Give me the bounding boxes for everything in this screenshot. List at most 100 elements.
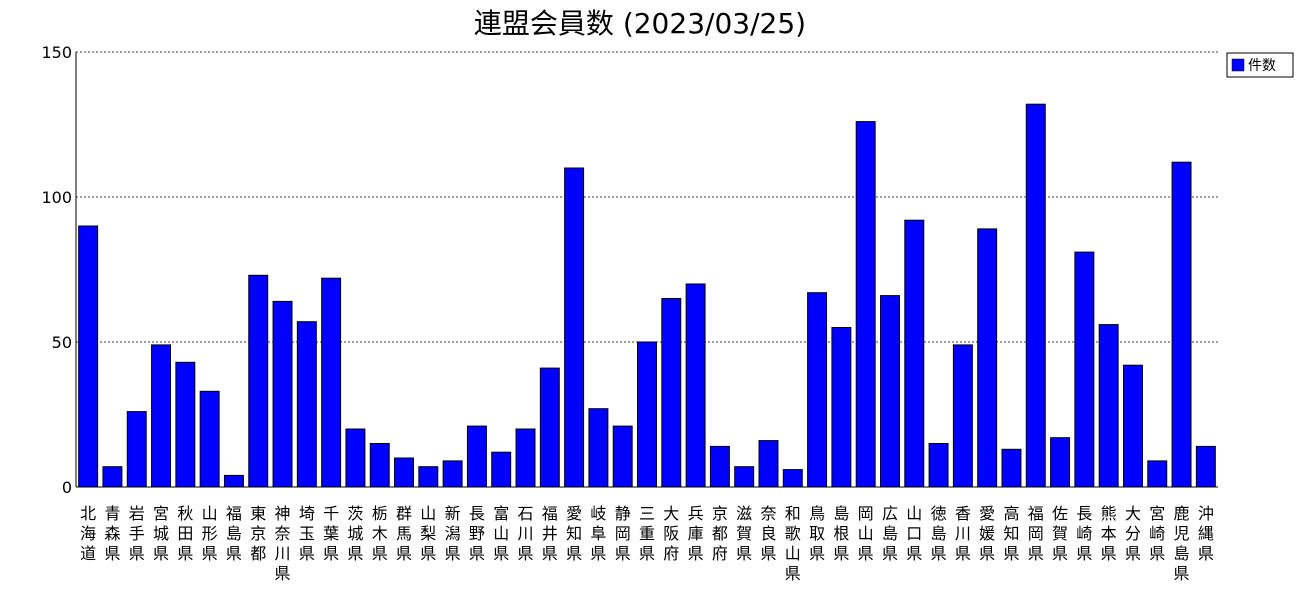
x-tick-label: 京都府 — [712, 504, 728, 563]
legend-label: 件数 — [1248, 58, 1276, 74]
bar — [734, 466, 755, 488]
bar — [126, 411, 147, 488]
y-tick-label: 50 — [52, 333, 72, 352]
bar — [1195, 445, 1216, 488]
bar — [223, 474, 244, 488]
bar — [1122, 364, 1143, 488]
x-tick-label: 山形県 — [202, 504, 218, 563]
x-tick-label: 岡山県 — [858, 504, 874, 563]
x-tick-label: 滋賀県 — [736, 504, 752, 563]
bar — [151, 344, 172, 488]
y-tick-label: 0 — [62, 478, 72, 497]
bar — [1171, 161, 1192, 488]
bar — [1074, 251, 1095, 488]
bar — [880, 295, 900, 488]
bar — [515, 428, 536, 488]
bar — [612, 425, 633, 488]
x-tick-label: 大分県 — [1125, 504, 1141, 563]
x-tick-label: 鳥取県 — [809, 504, 825, 563]
bar — [928, 443, 949, 488]
bar — [394, 457, 414, 488]
bar — [685, 283, 706, 488]
x-tick-label: 香川県 — [955, 504, 971, 563]
bar — [831, 327, 852, 488]
x-tick-label: 茨城県 — [347, 504, 363, 563]
bar — [442, 460, 463, 488]
bar — [199, 390, 220, 488]
x-tick-label: 岩手県 — [129, 504, 145, 563]
x-tick-label: 島根県 — [833, 504, 849, 563]
bar — [296, 321, 317, 488]
x-tick-label: 熊本県 — [1101, 504, 1117, 563]
x-tick-labels: 北海道青森県岩手県宮城県秋田県山形県福島県東京都神奈川県埼玉県千葉県茨城県栃木県… — [80, 504, 1214, 583]
bar — [491, 451, 512, 488]
x-tick-label: 青森県 — [104, 504, 120, 563]
x-tick-label: 新潟県 — [445, 504, 461, 563]
x-tick-label: 宮城県 — [153, 504, 169, 563]
bar — [977, 228, 998, 488]
y-tick-label: 150 — [41, 43, 72, 62]
chart-title: 連盟会員数 (2023/03/25) — [474, 7, 806, 40]
legend-swatch — [1231, 58, 1245, 72]
bar — [1147, 460, 1168, 488]
x-tick-label: 埼玉県 — [299, 504, 315, 563]
bar — [1025, 103, 1046, 488]
x-tick-label: 愛媛県 — [979, 504, 995, 563]
bar — [78, 225, 99, 488]
bar — [369, 443, 390, 488]
bar — [588, 408, 609, 488]
x-tick-label: 和歌山県 — [785, 504, 801, 583]
x-tick-label: 愛知県 — [566, 504, 582, 563]
bar — [1098, 324, 1119, 488]
bar — [904, 219, 925, 488]
x-tick-label: 広島県 — [882, 504, 898, 563]
x-tick-label: 鹿児島県 — [1174, 504, 1190, 583]
x-tick-label: 福島県 — [226, 504, 242, 563]
x-tick-label: 山梨県 — [420, 504, 436, 563]
x-tick-label: 富山県 — [493, 504, 509, 563]
bar — [1050, 437, 1071, 488]
bar — [564, 167, 585, 488]
y-tick-labels: 0 50 100 150 — [41, 43, 72, 497]
bar — [782, 469, 803, 488]
bar — [952, 344, 973, 488]
bar — [637, 341, 657, 488]
x-tick-label: 千葉県 — [323, 504, 339, 563]
bar — [248, 274, 269, 488]
x-tick-label: 兵庫県 — [688, 504, 704, 563]
bar — [466, 425, 487, 488]
bar — [1001, 448, 1022, 488]
x-tick-label: 宮崎県 — [1149, 504, 1165, 563]
bar — [321, 277, 342, 488]
x-tick-label: 石川県 — [518, 504, 534, 563]
x-tick-label: 長野県 — [469, 504, 485, 563]
gridlines — [76, 51, 1218, 343]
x-tick-label: 東京都 — [250, 504, 266, 563]
x-tick-label: 神奈川県 — [275, 504, 291, 583]
x-tick-label: 三重県 — [639, 504, 655, 563]
bar — [418, 466, 439, 488]
bar — [807, 292, 828, 488]
x-tick-label: 秋田県 — [177, 504, 193, 563]
legend: 件数 — [1226, 52, 1294, 78]
x-tick-label: 岐阜県 — [590, 504, 606, 563]
x-tick-label: 福岡県 — [1028, 504, 1044, 563]
bar — [661, 298, 682, 488]
bar — [709, 445, 730, 488]
bar — [175, 361, 196, 488]
bars — [78, 103, 1216, 488]
bar — [345, 428, 366, 488]
x-tick-label: 沖縄県 — [1198, 504, 1214, 563]
bar — [102, 466, 123, 488]
x-tick-label: 奈良県 — [760, 504, 776, 563]
x-tick-label: 大阪府 — [663, 504, 679, 563]
axes — [75, 52, 1218, 488]
y-tick-label: 100 — [41, 188, 72, 207]
x-tick-label: 高知県 — [1003, 504, 1019, 563]
x-tick-label: 福井県 — [542, 504, 558, 563]
x-tick-label: 栃木県 — [372, 504, 388, 563]
x-tick-label: 静岡県 — [615, 504, 631, 563]
bar — [855, 121, 876, 488]
x-tick-label: 北海道 — [80, 504, 96, 563]
